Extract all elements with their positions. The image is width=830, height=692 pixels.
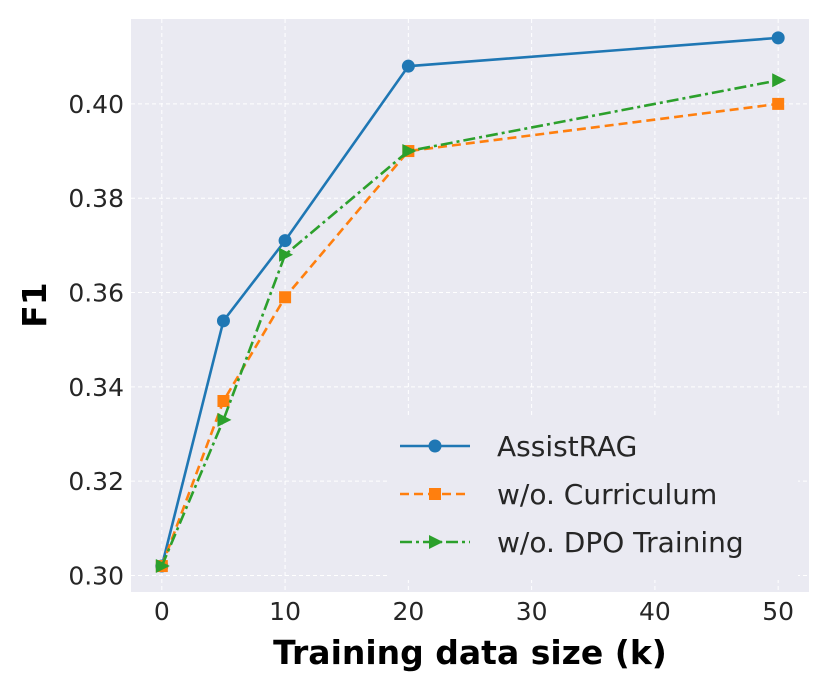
legend-marker: [429, 535, 443, 549]
data-point: [278, 234, 292, 248]
y-tick-label: 0.30: [68, 561, 124, 590]
series-layer: [155, 31, 787, 574]
x-tick-label: 20: [392, 597, 424, 626]
data-point: [217, 412, 232, 427]
data-point: [771, 31, 785, 45]
y-axis-title: F1: [15, 282, 54, 328]
legend: AssistRAG w/o. Curriculum w/o. DPO Trainin…: [390, 418, 798, 580]
y-tick-label: 0.40: [68, 90, 124, 119]
legend-item: w/o. Curriculum: [400, 478, 717, 511]
data-point: [216, 314, 230, 328]
x-tick-label: 30: [516, 597, 548, 626]
legend-item: AssistRAG: [400, 430, 637, 463]
series-3: [155, 73, 787, 574]
data-point: [279, 291, 292, 304]
x-axis-title: Training data size (k): [273, 633, 667, 672]
data-point: [772, 97, 785, 110]
data-point: [401, 59, 415, 73]
data-point: [402, 144, 417, 159]
legend-label: w/o. DPO Training: [497, 526, 744, 559]
x-tick-label: 40: [639, 597, 671, 626]
series-line: [160, 79, 779, 567]
tick-labels: 0 10 20 30 40 50 0.30 0.32 0.34 0.36 0.38 0.40: [68, 90, 794, 626]
y-tick-label: 0.38: [68, 184, 124, 213]
x-tick-label: 0: [154, 597, 170, 626]
data-point: [155, 559, 170, 574]
legend-marker: [429, 488, 441, 500]
x-tick-label: 10: [269, 597, 301, 626]
legend-label: AssistRAG: [497, 430, 637, 463]
legend-marker: [428, 439, 442, 453]
data-point: [772, 73, 787, 88]
legend-label: w/o. Curriculum: [497, 478, 717, 511]
y-tick-label: 0.34: [68, 373, 124, 402]
data-point: [279, 247, 294, 262]
data-point: [217, 395, 230, 407]
x-tick-label: 50: [762, 597, 794, 626]
y-tick-label: 0.36: [68, 279, 124, 308]
y-tick-label: 0.32: [68, 467, 124, 496]
legend-item: w/o. DPO Training: [400, 526, 744, 559]
